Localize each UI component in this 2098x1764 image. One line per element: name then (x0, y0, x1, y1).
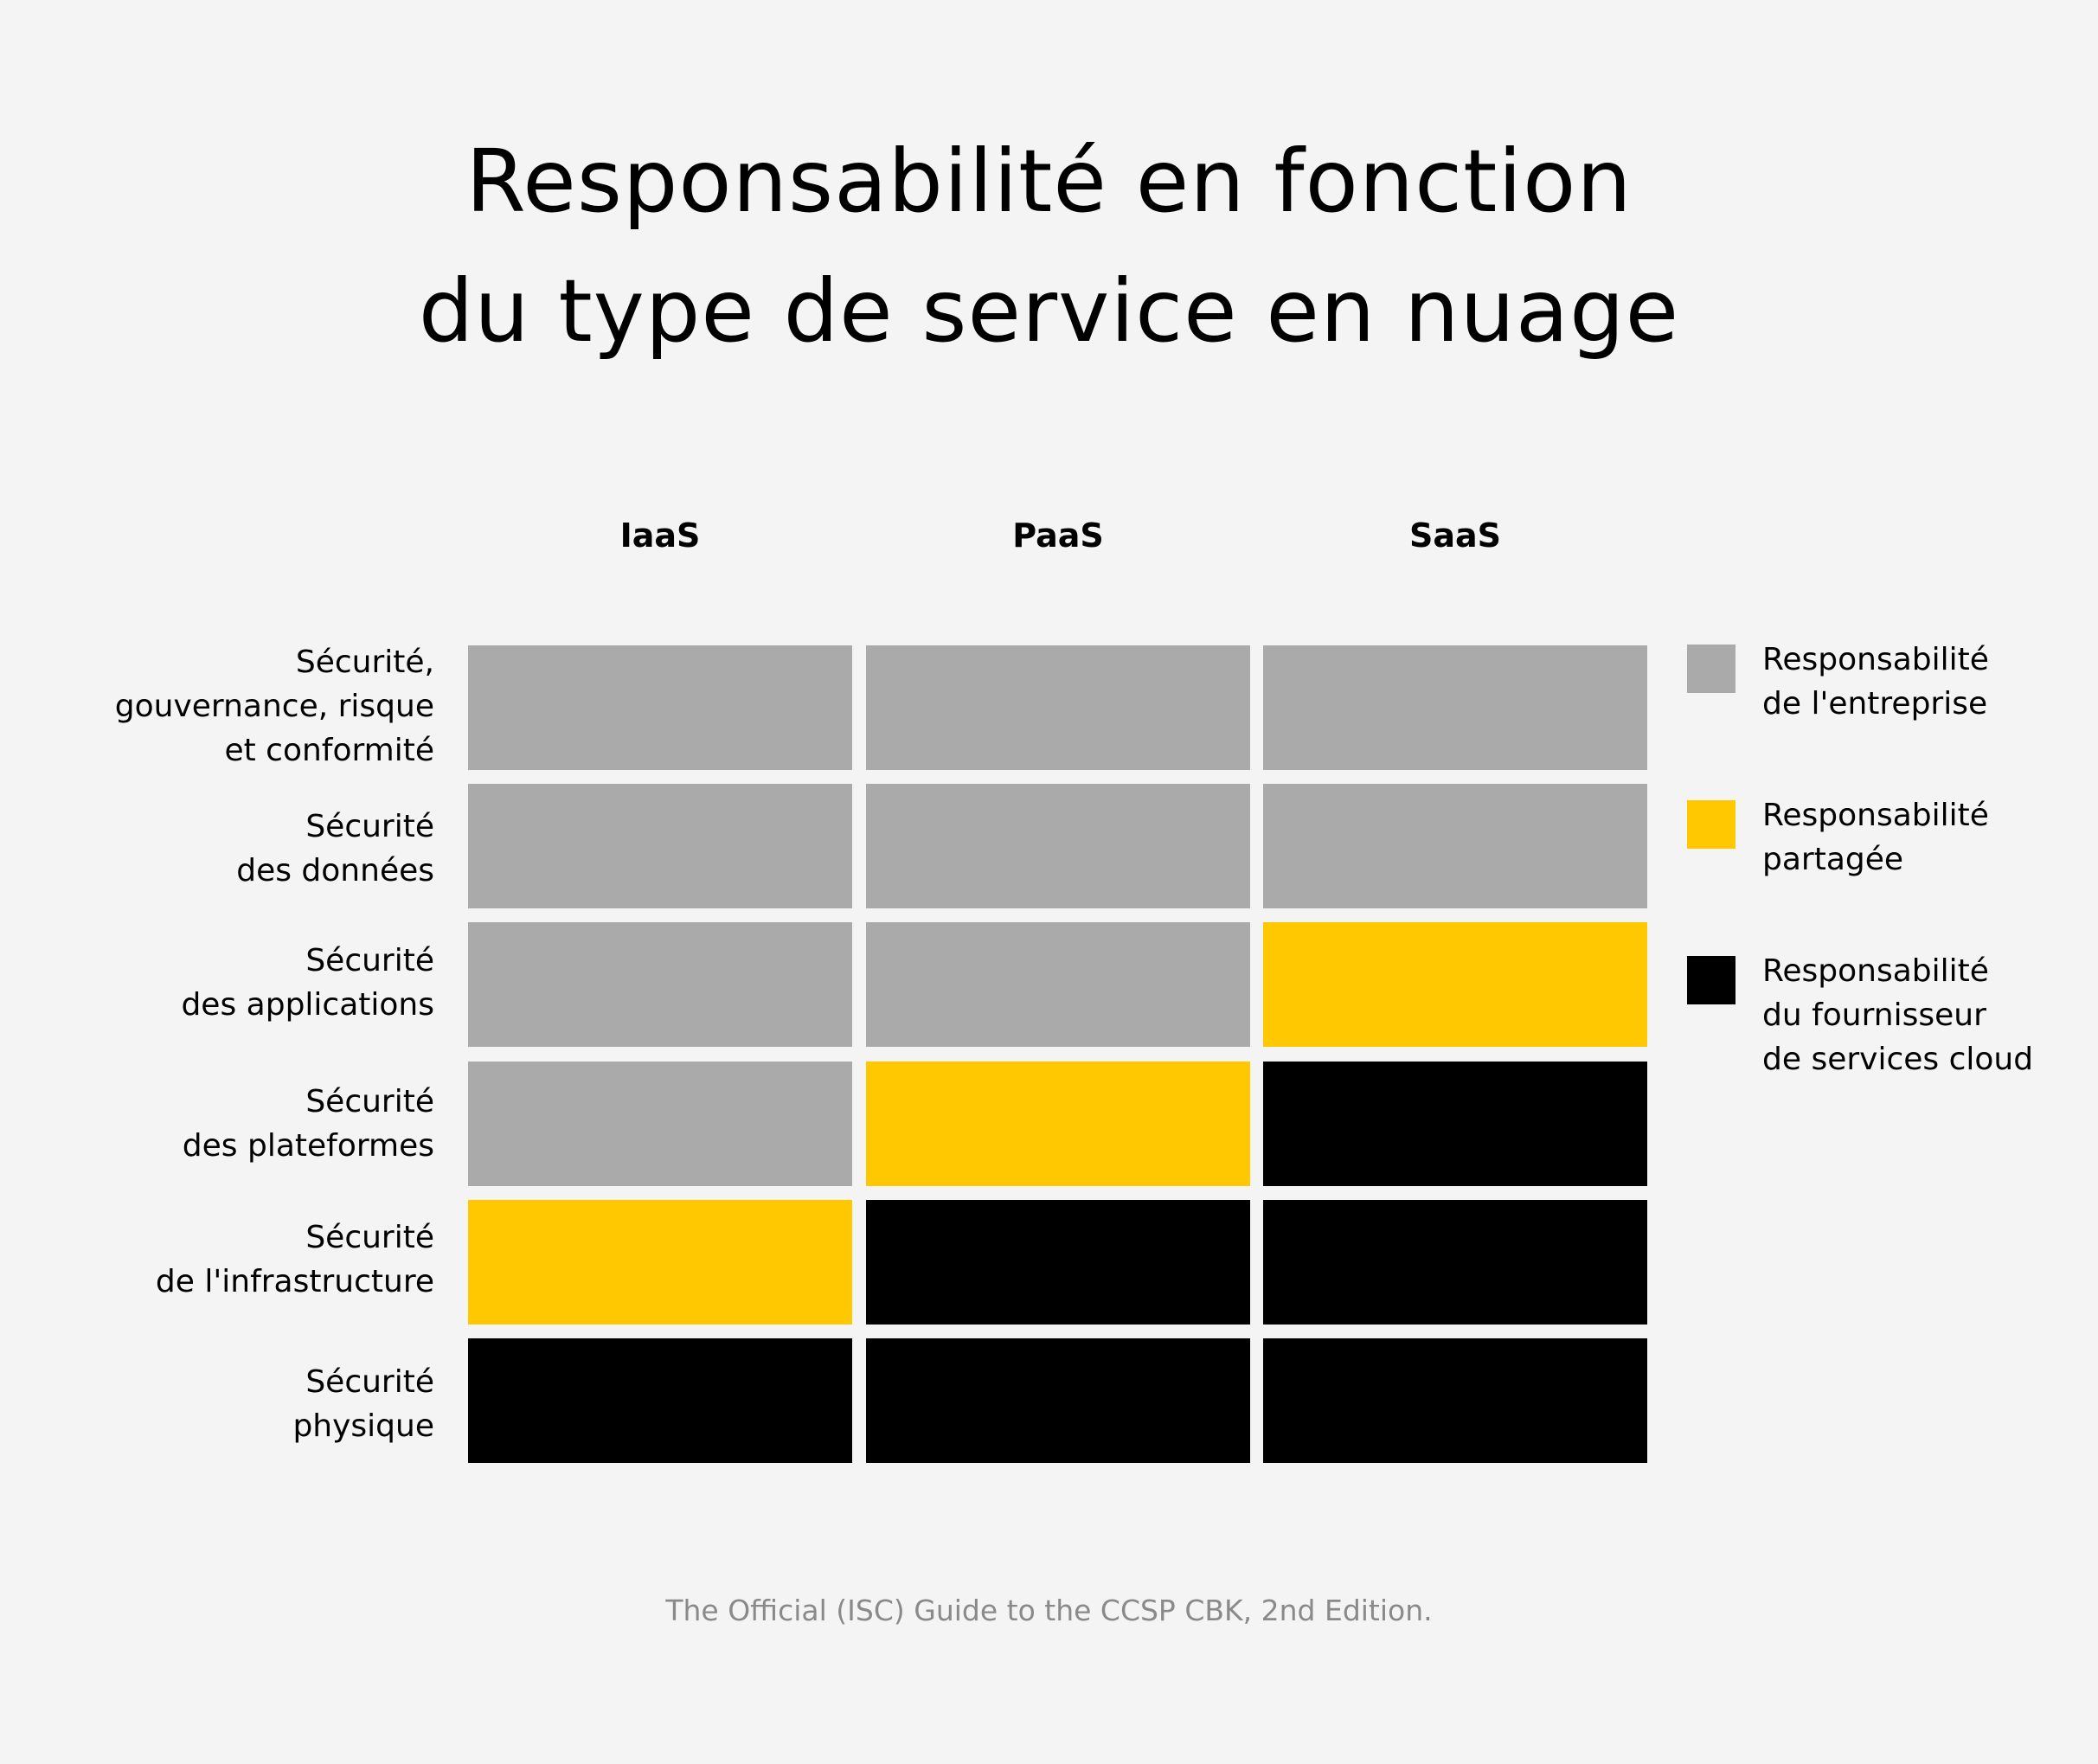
cell-row3-paas (866, 922, 1250, 1047)
cell-row4-saas (1263, 1062, 1647, 1186)
page-title-line-1: Responsabilité en fonction (465, 131, 1633, 232)
cell-row6-paas (866, 1338, 1250, 1463)
row-label-governance: Sécurité, gouvernance, risque et conform… (114, 645, 434, 768)
legend-swatch-shared (1687, 800, 1736, 849)
cell-row5-saas (1263, 1200, 1647, 1325)
column-header-saas: SaaS (1408, 516, 1502, 555)
cell-row1-iaas (468, 645, 852, 770)
legend-label-provider: Responsabilité du fournisseur de service… (1762, 953, 2034, 1077)
cell-row1-paas (866, 645, 1250, 770)
cell-row2-saas (1263, 784, 1647, 908)
cell-row6-saas (1263, 1338, 1647, 1463)
cell-row4-paas (866, 1062, 1250, 1186)
row-label-applications: Sécurité des applications (181, 943, 434, 1023)
cell-row4-iaas (468, 1062, 852, 1186)
cell-row2-iaas (468, 784, 852, 908)
cell-row5-paas (866, 1200, 1250, 1325)
source-citation: The Official (ISC) Guide to the CCSP CBK… (665, 1594, 1433, 1627)
legend-swatch-provider (1687, 956, 1736, 1004)
row-label-platforms: Sécurité des plateformes (182, 1084, 434, 1164)
legend-swatch-enterprise (1687, 645, 1736, 693)
legend-label-shared: Responsabilité partagée (1762, 798, 1989, 877)
row-label-infrastructure: Sécurité de l'infrastructure (155, 1220, 434, 1299)
cell-row5-iaas (468, 1200, 852, 1325)
cell-row2-paas (866, 784, 1250, 908)
cell-row3-saas (1263, 922, 1647, 1047)
cell-row6-iaas (468, 1338, 852, 1463)
legend-label-enterprise: Responsabilité de l'entreprise (1762, 642, 1989, 722)
row-label-data: Sécurité des données (236, 809, 434, 888)
page-title-line-2: du type de service en nuage (418, 260, 1680, 362)
cell-row1-saas (1263, 645, 1647, 770)
column-header-paas: PaaS (1012, 516, 1104, 555)
cell-row3-iaas (468, 922, 852, 1047)
row-label-physical: Sécurité physique (292, 1364, 434, 1444)
column-header-iaas: IaaS (619, 516, 701, 555)
